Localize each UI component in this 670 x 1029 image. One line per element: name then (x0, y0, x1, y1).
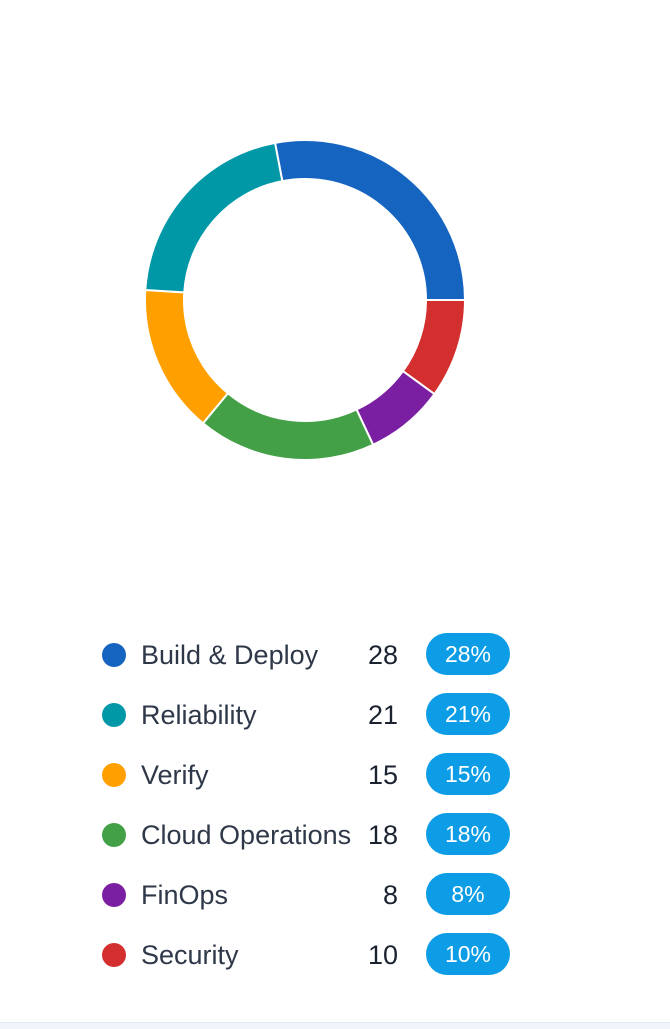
donut-slice-cloud-operations[interactable] (201, 391, 375, 461)
legend-count: 15 (367, 760, 398, 790)
legend-item-reliability[interactable]: Reliability 21 21% (100, 685, 520, 745)
bottom-divider (0, 1022, 670, 1029)
legend-percent-badge: 28% (426, 633, 510, 675)
legend-count: 10 (367, 940, 398, 970)
donut-chart (144, 139, 467, 461)
legend-percent-badge: 10% (426, 933, 510, 975)
legend-label: Cloud Operations (141, 820, 352, 850)
legend-dot-icon (102, 943, 126, 967)
legend-item-cloud-operations[interactable]: Cloud Operations 18 18% (100, 805, 520, 865)
legend-dot-icon (102, 823, 126, 847)
legend-label: FinOps (141, 880, 229, 910)
legend-label: Security (141, 940, 239, 970)
legend-item-build-deploy[interactable]: Build & Deploy 28 28% (100, 625, 520, 685)
legend-dot-icon (102, 883, 126, 907)
legend-label: Verify (141, 760, 209, 790)
legend-label: Build & Deploy (141, 640, 319, 670)
legend-count: 18 (367, 820, 398, 850)
legend-percent-badge: 15% (426, 753, 510, 795)
legend-dot-icon (102, 703, 126, 727)
legend-count: 21 (367, 700, 398, 730)
legend-label: Reliability (141, 700, 257, 730)
legend-count: 8 (382, 880, 398, 910)
legend-dot-icon (102, 643, 126, 667)
donut-slice-reliability[interactable] (144, 141, 284, 294)
legend-percent-badge: 21% (426, 693, 510, 735)
legend-item-finops[interactable]: FinOps 8 8% (100, 865, 520, 925)
legend-item-verify[interactable]: Verify 15 15% (100, 745, 520, 805)
legend-count: 28 (367, 640, 398, 670)
legend-dot-icon (102, 763, 126, 787)
chart-legend: Build & Deploy 28 28% Reliability 21 21%… (100, 625, 520, 985)
donut-slice-build-deploy[interactable] (273, 139, 467, 301)
legend-percent-badge: 8% (426, 873, 510, 915)
donut-slice-verify[interactable] (144, 288, 230, 425)
legend-percent-badge: 18% (426, 813, 510, 855)
legend-item-security[interactable]: Security 10 10% (100, 925, 520, 985)
